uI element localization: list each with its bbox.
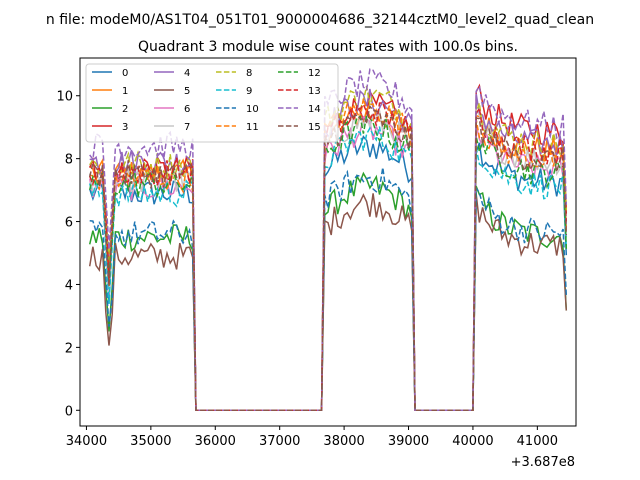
figure-suptitle: n file: modeM0/AS1T04_051T01_9000004686_… [46,12,594,28]
legend-label-0: 0 [122,68,128,79]
legend-label-1: 1 [122,86,128,97]
legend-label-14: 14 [308,104,321,115]
series-line-9 [88,126,568,412]
x-tick-label: 34000 [66,434,107,449]
legend-label-6: 6 [184,104,190,115]
x-tick-label: 37000 [259,434,300,449]
y-tick-label: 10 [56,90,73,105]
legend-label-12: 12 [308,68,321,79]
legend-label-11: 11 [246,122,259,133]
legend-label-2: 2 [122,104,128,115]
x-tick-label: 40000 [452,434,493,449]
legend-label-7: 7 [184,122,190,133]
series-line-5 [88,193,568,412]
y-axis: 0 2 4 6 8 10 [56,90,80,419]
series-line-12 [88,114,568,412]
legend-label-8: 8 [246,68,252,79]
axes-border [79,57,577,427]
legend-label-13: 13 [308,86,321,97]
x-tick-label: 38000 [323,434,364,449]
y-tick-label: 0 [65,404,73,419]
y-tick-label: 8 [65,153,73,168]
series-line-15 [88,104,568,412]
series-line-10 [89,167,568,412]
x-offset-label: +3.687e8 [511,455,575,470]
legend-label-9: 9 [246,86,252,97]
legend-label-10: 10 [246,104,259,115]
y-tick-label: 6 [65,216,73,231]
x-axis: 34000 35000 36000 37000 38000 39000 40000 41000 [66,426,558,449]
legend-label-3: 3 [122,122,128,133]
legend-label-4: 4 [184,68,190,79]
legend-box [85,63,339,143]
x-tick-label: 39000 [388,434,429,449]
y-tick-label: 4 [65,278,73,293]
x-tick-label: 36000 [195,434,236,449]
chart-title: Quadrant 3 module wise count rates with … [138,39,518,55]
x-tick-label: 41000 [517,434,558,449]
x-tick-label: 35000 [130,434,171,449]
legend-label-5: 5 [184,86,190,97]
legend-label-15: 15 [308,122,321,133]
y-tick-label: 2 [65,341,73,356]
